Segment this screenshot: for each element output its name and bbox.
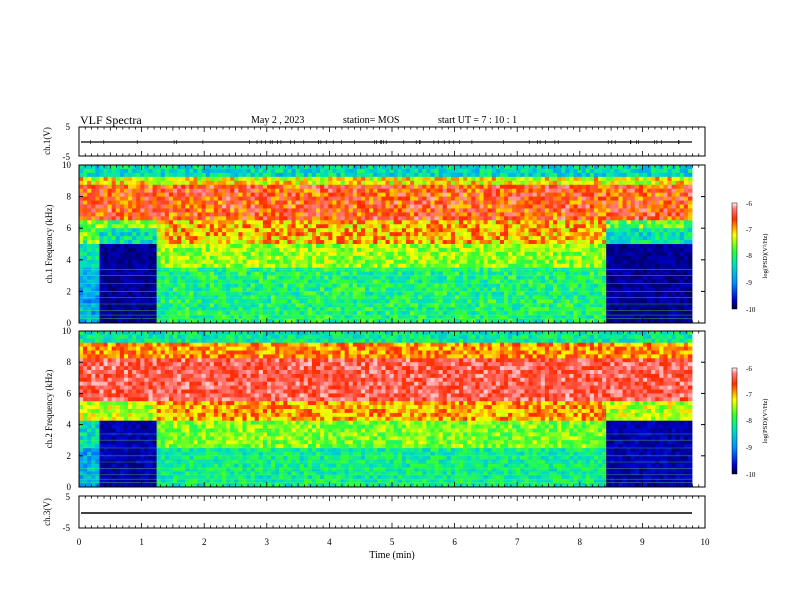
ch2-cbar-tick-8: -8 (746, 417, 752, 425)
x-tick-label: 2 (202, 537, 207, 547)
ch1-colorbar: -6 -7 -8 -9 -10 log(PSD)(V²/Hz) (731, 200, 769, 314)
ch1-ytick-top: 5 (66, 122, 71, 132)
ch1-waveform-ylabel: ch.1(V) (42, 127, 52, 155)
ytick-label: 4 (67, 420, 72, 430)
ch2-cbar-tick-6: -6 (746, 365, 752, 373)
ch1-spectrogram-panel: 0 2 4 6 8 10 ch.1 Frequency (kHz) (44, 160, 706, 328)
ch2-spectrogram-ylabel: ch.2 Frequency (kHz) (44, 370, 54, 449)
ch1-cbar-tick-9: -9 (746, 279, 752, 287)
ytick-label: 6 (67, 388, 72, 398)
ytick-label: 10 (62, 160, 72, 170)
ytick-label: 2 (67, 286, 72, 296)
x-tick-label: 0 (77, 537, 82, 547)
ch2-spectrogram-panel: 0 2 4 6 8 10 ch.2 Frequency (kHz) (44, 326, 706, 492)
x-tick-label: 3 (265, 537, 270, 547)
ytick-label: 6 (67, 223, 72, 233)
x-axis-tick-labels: 0 1 2 3 4 5 6 7 8 9 10 (77, 537, 710, 547)
x-tick-label: 8 (578, 537, 583, 547)
ch3-ytick-top: 5 (66, 492, 71, 502)
x-tick-label: 5 (390, 537, 395, 547)
ch2-colorbar-label: log(PSD)(V²/Hz) (762, 399, 769, 444)
date-label: May 2 , 2023 (251, 115, 305, 126)
x-tick-label: 1 (139, 537, 144, 547)
ch2-cbar-tick-10: -10 (746, 471, 756, 479)
ch1-cbar-tick-6: -6 (746, 200, 752, 208)
ch1-cbar-tick-10: -10 (746, 306, 756, 314)
x-tick-label: 9 (640, 537, 645, 547)
ytick-label: 2 (67, 451, 72, 461)
ch1-spectrogram-image (79, 165, 693, 324)
x-axis-label: Time (min) (369, 550, 414, 561)
ch2-spectrogram-image (79, 331, 693, 488)
ytick-label: 10 (62, 326, 72, 336)
ch2-colorbar: -6 -7 -8 -9 -10 log(PSD)(V²/Hz) (731, 365, 769, 479)
x-tick-label: 4 (327, 537, 332, 547)
ch2-cbar-tick-7: -7 (746, 391, 752, 399)
chart-title: VLF Spectra (80, 113, 142, 127)
ch1-spectrogram-yticks: 0 2 4 6 8 10 (62, 160, 705, 328)
ytick-label: 8 (67, 357, 72, 367)
start-time-label: start UT = 7 : 10 : 1 (438, 115, 518, 126)
ch3-ytick-bottom: -5 (63, 523, 71, 533)
ch2-spectrogram-yticks: 0 2 4 6 8 10 (62, 326, 705, 492)
x-tick-label: 10 (701, 537, 711, 547)
ch1-cbar-tick-8: -8 (746, 252, 752, 260)
ch1-cbar-tick-7: -7 (746, 226, 752, 234)
x-tick-label: 7 (515, 537, 520, 547)
ch1-ytick-bottom: -5 (63, 152, 71, 162)
x-axis-ticks (78, 127, 706, 528)
ytick-label: 4 (67, 255, 72, 265)
ch2-cbar-tick-9: -9 (746, 444, 752, 452)
station-label: station= MOS (343, 115, 400, 126)
ch1-spectrogram-ylabel: ch.1 Frequency (kHz) (44, 205, 54, 284)
ytick-label: 0 (67, 482, 72, 492)
ch1-colorbar-label: log(PSD)(V²/Hz) (762, 234, 769, 279)
ytick-label: 8 (67, 192, 72, 202)
x-tick-label: 6 (452, 537, 457, 547)
ch3-waveform-ylabel: ch.3(V) (42, 498, 52, 526)
ytick-label: 0 (67, 318, 72, 328)
